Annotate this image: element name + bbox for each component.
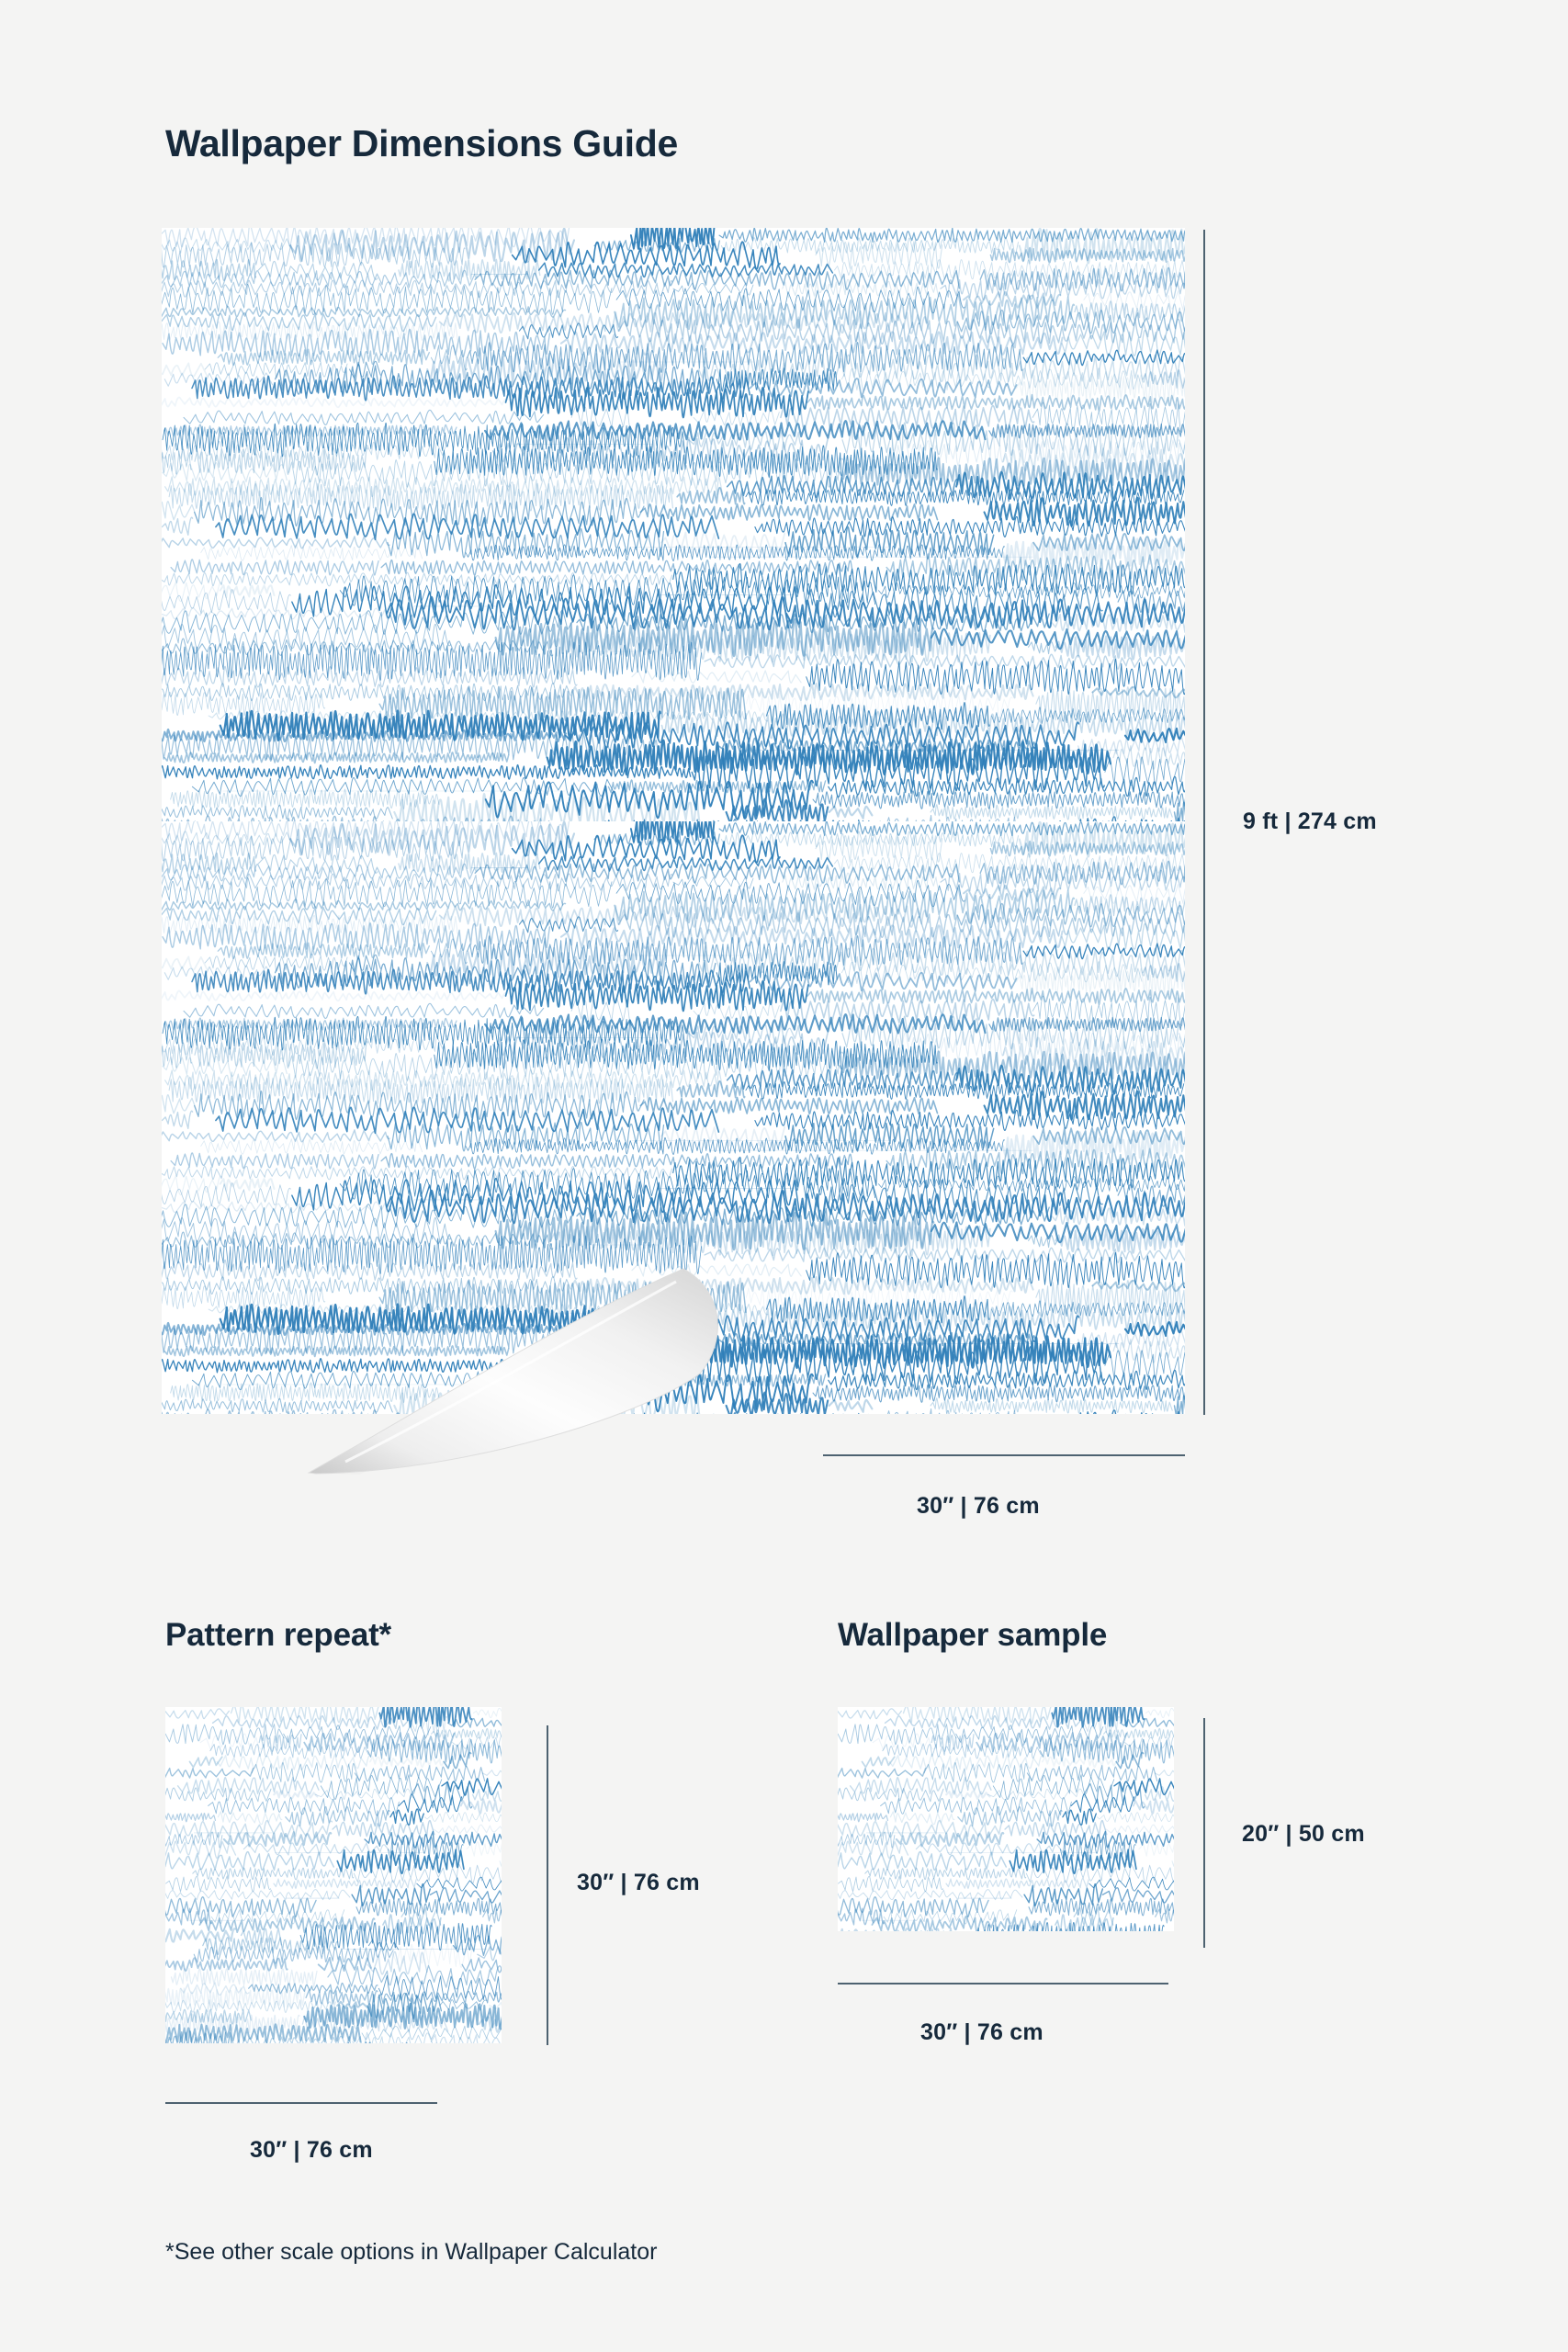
scribble-pattern-texture — [838, 1707, 1174, 1931]
pattern-repeat-swatch — [165, 1707, 502, 2043]
page-title: Wallpaper Dimensions Guide — [165, 122, 678, 164]
pattern-repeat-height-label: 30″ | 76 cm — [577, 1870, 700, 1895]
roll-height-measure-line — [1203, 230, 1205, 1415]
wallpaper-sample-height-measure-line — [1203, 1718, 1205, 1948]
footnote-scale-options: *See other scale options in Wallpaper Ca… — [165, 2239, 658, 2265]
wallpaper-sample-width-label: 30″ | 76 cm — [920, 2019, 1043, 2045]
scribble-pattern-texture — [162, 228, 1185, 1414]
roll-height-label: 9 ft | 274 cm — [1243, 808, 1377, 834]
pattern-repeat-height-measure-line — [547, 1725, 548, 2045]
wallpaper-sample-width-measure-line — [838, 1983, 1168, 1984]
roll-width-label: 30″ | 76 cm — [917, 1493, 1040, 1519]
roll-width-measure-line — [823, 1454, 1185, 1456]
pattern-repeat-width-label: 30″ | 76 cm — [250, 2137, 373, 2163]
section-heading-pattern-repeat: Pattern repeat* — [165, 1617, 391, 1653]
section-heading-wallpaper-sample: Wallpaper sample — [838, 1617, 1108, 1653]
scribble-pattern-texture — [165, 1707, 502, 2043]
pattern-repeat-width-measure-line — [165, 2102, 437, 2104]
wallpaper-sample-swatch — [838, 1707, 1174, 1931]
wallpaper-sample-height-label: 20″ | 50 cm — [1242, 1821, 1365, 1847]
wallpaper-roll-panel — [162, 228, 1185, 1414]
